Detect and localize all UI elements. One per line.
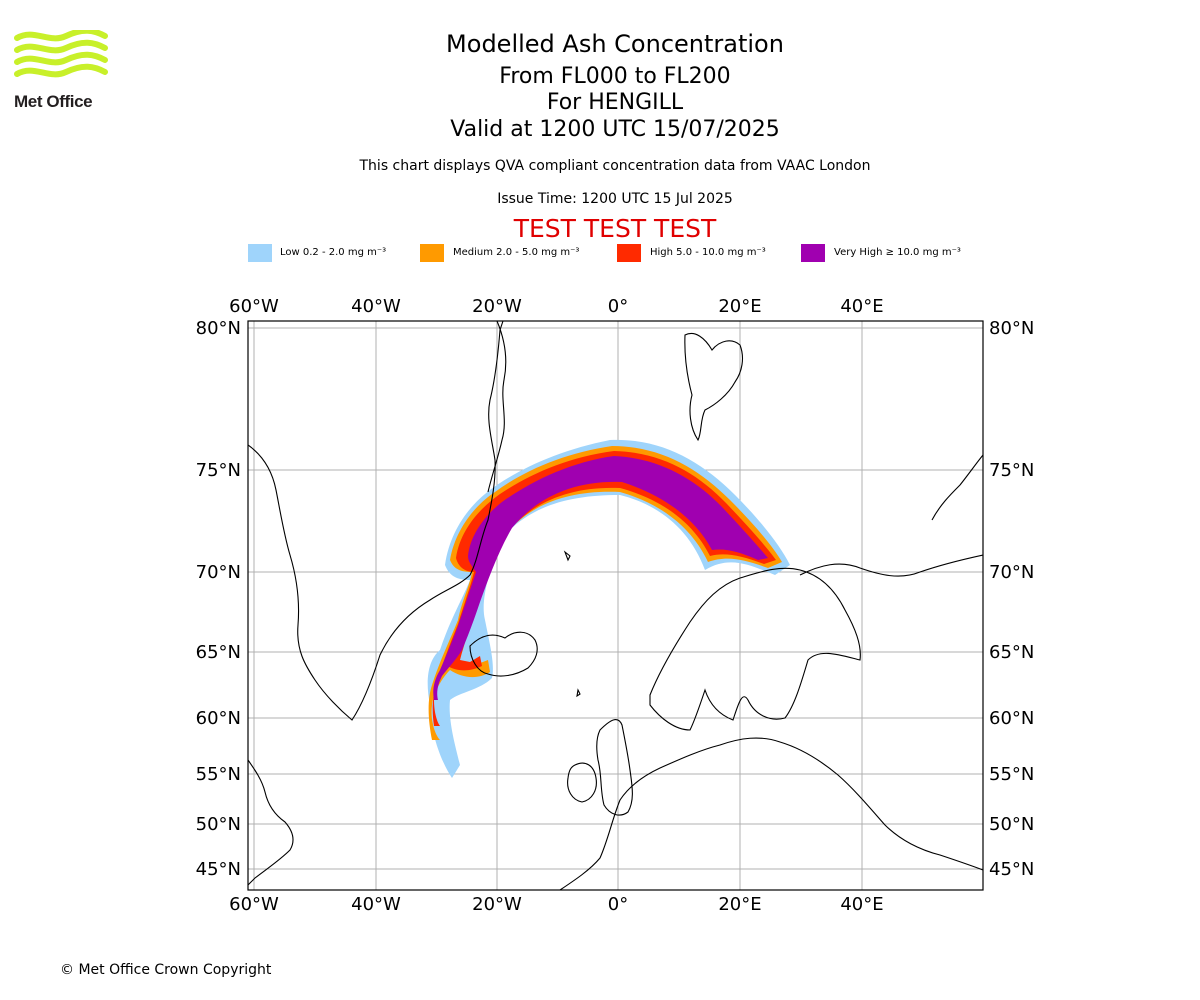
lat-label-65n-right: 65°N xyxy=(989,642,1034,663)
coastlines xyxy=(248,321,983,890)
map-frame xyxy=(247,320,984,891)
met-office-waves-icon xyxy=(14,30,108,78)
copyright: © Met Office Crown Copyright xyxy=(60,962,272,978)
legend-swatch-high xyxy=(617,244,641,262)
lon-labels-top: 60°W 40°W 20°W 0° 20°E 40°E xyxy=(229,296,883,317)
logo-text: Met Office xyxy=(14,92,93,111)
ash-plume xyxy=(427,439,790,778)
coastline-greenland xyxy=(248,321,504,721)
lon-label-20w-top: 20°W xyxy=(472,296,522,317)
lon-label-40w-bottom: 40°W xyxy=(351,894,401,915)
lat-label-55n-left: 55°N xyxy=(196,764,241,785)
lat-label-50n-right: 50°N xyxy=(989,814,1034,835)
lat-label-45n-left: 45°N xyxy=(196,859,241,880)
legend-label-medium: Medium 2.0 - 5.0 mg m⁻³ xyxy=(453,247,580,258)
lon-label-40e-top: 40°E xyxy=(840,296,883,317)
chart-description: This chart displays QVA compliant concen… xyxy=(359,158,871,174)
coastline-britain xyxy=(596,719,633,816)
lon-label-60w-bottom: 60°W xyxy=(229,894,279,915)
lon-labels-bottom: 60°W 40°W 20°W 0° 20°E 40°E xyxy=(229,894,883,915)
lat-label-60n-left: 60°N xyxy=(196,708,241,729)
lat-label-80n-right: 80°N xyxy=(989,318,1034,339)
lat-label-70n-right: 70°N xyxy=(989,562,1034,583)
lat-label-75n-right: 75°N xyxy=(989,460,1034,481)
lat-label-65n-left: 65°N xyxy=(196,642,241,663)
lat-label-75n-left: 75°N xyxy=(196,460,241,481)
graticule xyxy=(248,321,983,890)
lon-label-20w-bottom: 20°W xyxy=(472,894,522,915)
legend-label-low: Low 0.2 - 2.0 mg m⁻³ xyxy=(280,247,387,258)
coastline-iceland xyxy=(469,631,538,677)
legend-label-very-high: Very High ≥ 10.0 mg m⁻³ xyxy=(834,247,961,258)
legend-swatch-medium xyxy=(420,244,444,262)
ash-very-high-area xyxy=(433,456,768,700)
legend-label-high: High 5.0 - 10.0 mg m⁻³ xyxy=(650,247,766,258)
lon-label-20e-bottom: 20°E xyxy=(718,894,761,915)
lon-label-20e-top: 20°E xyxy=(718,296,761,317)
met-office-logo-icon xyxy=(14,30,108,78)
issue-time: Issue Time: 1200 UTC 15 Jul 2025 xyxy=(497,191,733,207)
lon-label-40e-bottom: 40°E xyxy=(840,894,883,915)
legend: Low 0.2 - 2.0 mg m⁻³ Medium 2.0 - 5.0 mg… xyxy=(0,244,1200,264)
lat-label-50n-left: 50°N xyxy=(196,814,241,835)
valid-time: Valid at 1200 UTC 15/07/2025 xyxy=(450,117,780,142)
flight-level-range: From FL000 to FL200 xyxy=(499,64,731,89)
lat-label-55n-right: 55°N xyxy=(989,764,1034,785)
lon-label-40w-top: 40°W xyxy=(351,296,401,317)
coastline-europe xyxy=(559,737,983,890)
lon-label-0-top: 0° xyxy=(608,296,628,317)
legend-swatch-very-high xyxy=(801,244,825,262)
legend-swatch-low xyxy=(248,244,272,262)
lon-label-60w-top: 60°W xyxy=(229,296,279,317)
test-banner: TEST TEST TEST xyxy=(513,214,717,243)
lat-label-60n-right: 60°N xyxy=(989,708,1034,729)
lat-label-80n-left: 80°N xyxy=(196,318,241,339)
coastline-ireland xyxy=(567,762,597,803)
coastline-svalbard xyxy=(684,332,744,442)
lat-label-70n-left: 70°N xyxy=(196,562,241,583)
lon-label-0-bottom: 0° xyxy=(608,894,628,915)
volcano-name: For HENGILL xyxy=(546,90,684,115)
coastline-russia xyxy=(799,554,983,577)
coastline-scandinavia xyxy=(649,567,861,731)
chart-title: Modelled Ash Concentration xyxy=(446,30,784,58)
lat-label-45n-right: 45°N xyxy=(989,859,1034,880)
lat-labels-right: 80°N 75°N 70°N 65°N 60°N 55°N 50°N 45°N xyxy=(989,318,1034,880)
coastline-north-america xyxy=(248,759,294,886)
lat-labels-left: 80°N 75°N 70°N 65°N 60°N 55°N 50°N 45°N xyxy=(196,318,241,880)
